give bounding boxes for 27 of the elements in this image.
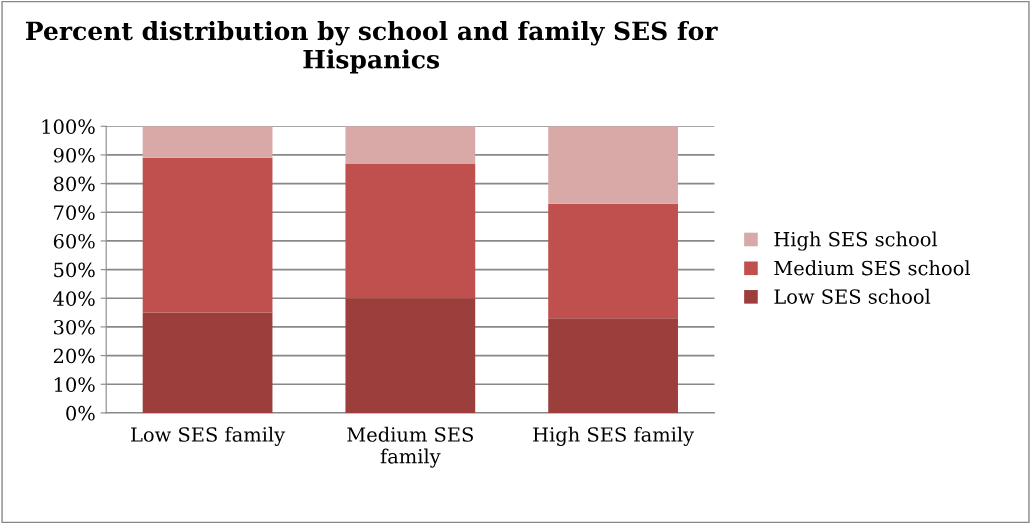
x-tick-label: High SES family — [533, 426, 695, 446]
bar — [142, 126, 273, 158]
legend-label: High SES school — [774, 231, 938, 251]
x-tick-label: Low SES family — [131, 426, 286, 446]
bar — [345, 298, 476, 413]
y-tick-label: 30% — [54, 319, 95, 335]
legend-label: Low SES school — [774, 288, 931, 304]
y-tick-label: 40% — [53, 291, 95, 306]
y-tick-label: 0% — [66, 405, 95, 421]
y-tick-label: 90% — [53, 147, 95, 163]
y-tick-label: 50% — [54, 262, 95, 278]
bar — [548, 318, 678, 413]
y-tick-label: 20% — [53, 348, 95, 364]
legend-label: Medium SES school — [774, 260, 970, 276]
chart-title: Percent distribution by school and family SES for Hispanics — [25, 20, 718, 74]
y-tick-label: 100% — [42, 119, 95, 134]
y-tick-label: 60% — [53, 233, 95, 249]
y-tick-label: 70% — [54, 205, 95, 220]
y-tick-label: 80% — [53, 176, 95, 192]
bar — [142, 157, 273, 313]
x-tick-label: Medium SES family — [347, 426, 473, 468]
y-tick-label: 10% — [54, 377, 95, 392]
bar — [345, 126, 476, 164]
bar — [142, 312, 273, 413]
bar — [345, 163, 476, 299]
bar — [548, 126, 678, 204]
bar — [548, 203, 678, 319]
